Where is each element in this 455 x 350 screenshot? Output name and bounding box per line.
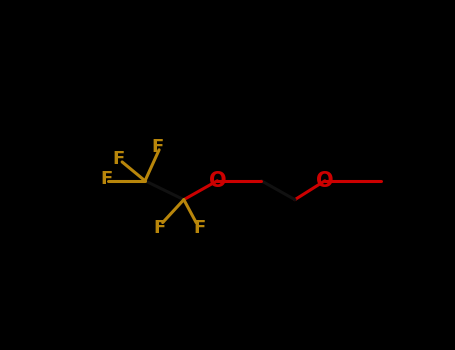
Text: O: O <box>208 171 226 191</box>
Text: F: F <box>193 219 206 237</box>
Text: F: F <box>151 138 163 156</box>
Text: F: F <box>100 170 112 188</box>
Text: O: O <box>316 171 334 191</box>
Text: F: F <box>112 150 125 168</box>
Text: F: F <box>153 219 165 237</box>
